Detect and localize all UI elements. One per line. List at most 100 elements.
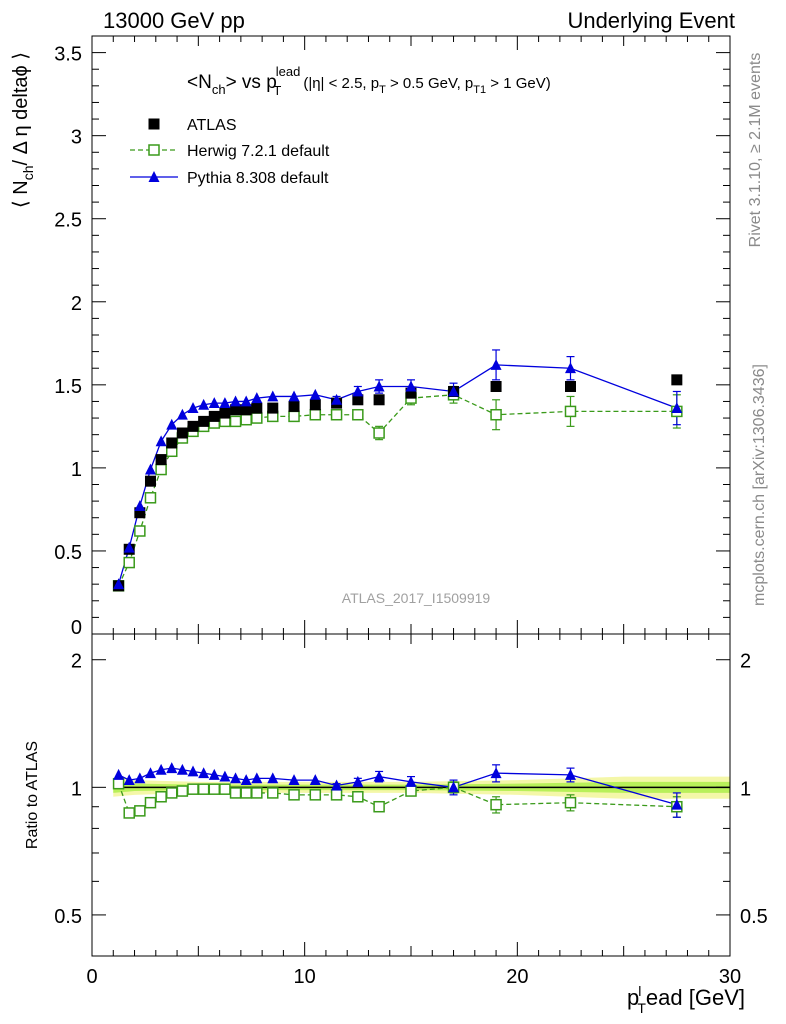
atlas-point <box>134 507 146 519</box>
herwig-ratio-point <box>123 807 135 819</box>
pythia-point <box>144 463 156 475</box>
pythia-point <box>565 362 576 374</box>
pythia-ratio-point <box>123 774 135 786</box>
atlas-point <box>352 394 364 406</box>
pythia-ratio-point <box>240 774 252 786</box>
pythia-point <box>352 385 364 397</box>
pythia-ratio-point <box>155 763 167 775</box>
atlas-point <box>166 437 178 449</box>
pythia-point <box>198 398 210 410</box>
atlas-point <box>251 402 263 414</box>
herwig-ratio-point <box>134 805 146 817</box>
pythia-ratio-point <box>309 774 321 786</box>
atlas-point <box>230 404 242 416</box>
rivet-version-label: Rivet 3.1.10, ≥ 2.1M events <box>747 53 764 248</box>
ratio-plot-panel: 0 10 20 300.5 0.51 12 2 <box>54 36 768 988</box>
pythia-point <box>671 402 683 414</box>
herwig-point <box>330 408 343 421</box>
herwig-ratio-point <box>176 785 189 797</box>
pythia-ratio-point <box>230 772 242 784</box>
pythia-point <box>134 500 146 512</box>
ratio-y-tick-label-right: 1 <box>740 778 751 800</box>
atlas-point <box>155 454 167 466</box>
main-y-tick-label: 1.5 <box>54 376 82 398</box>
pythia-point <box>187 402 199 414</box>
pythia-point <box>288 390 300 402</box>
herwig-ratio-point <box>405 785 417 797</box>
herwig-ratio-point <box>288 789 300 801</box>
atlas-point <box>288 400 300 412</box>
main-y-tick-label: 0.5 <box>54 542 82 564</box>
herwig-ratio-point <box>229 787 242 799</box>
atlas-point <box>490 380 502 392</box>
herwig-point <box>288 410 300 423</box>
ratio-y-axis-label: Ratio to ATLAS <box>24 741 41 849</box>
legend-label: Herwig 7.2.1 default <box>187 143 330 160</box>
legend-label: Pythia 8.308 default <box>187 170 329 187</box>
herwig-point <box>490 408 502 421</box>
pythia-point <box>123 541 135 553</box>
x-tick-label: 20 <box>506 966 528 988</box>
herwig-ratio-point <box>197 783 210 795</box>
ratio-y-tick-label-right: 2 <box>740 651 751 673</box>
pythia-ratio-point <box>166 762 178 774</box>
herwig-point <box>564 405 577 418</box>
ratio-y-tick-label: 0.5 <box>54 906 82 928</box>
pythia-ratio-point <box>219 770 231 782</box>
herwig-ratio-point <box>309 789 322 801</box>
herwig-point <box>144 492 157 504</box>
pythia-point <box>267 390 279 402</box>
ratio-y-tick-label: 1 <box>71 778 82 800</box>
herwig-ratio-point <box>490 798 502 811</box>
herwig-ratio-point <box>240 787 252 799</box>
pythia-ratio-point <box>144 767 156 779</box>
main-y-tick-label: 3 <box>71 127 82 149</box>
pythia-point <box>373 380 385 392</box>
herwig-ratio-point <box>373 800 385 813</box>
atlas-point <box>309 399 321 411</box>
herwig-ratio-point <box>166 787 178 799</box>
herwig-point <box>251 412 263 424</box>
x-tick-label: 30 <box>719 966 741 988</box>
pythia-point <box>219 397 231 409</box>
herwig-point <box>309 408 322 421</box>
main-plot-panel: 0 0.5 1 1.5 2 2.5 3 3.5 <box>54 35 731 639</box>
pythia-ratio-point <box>671 798 683 810</box>
legend-herwig-marker <box>148 144 160 156</box>
pythia-ratio-point <box>113 768 125 780</box>
herwig-ratio-point <box>219 783 231 795</box>
pythia-ratio-point <box>331 779 343 791</box>
legend-pythia-marker <box>148 171 160 182</box>
pythia-point <box>405 380 417 392</box>
mcplots-source-label: mcplots.cern.ch [arXiv:1306.3436] <box>751 364 768 606</box>
pythia-ratio-point <box>352 775 364 787</box>
herwig-ratio-point <box>564 796 577 809</box>
herwig-ratio-point <box>208 783 221 795</box>
main-y-tick-label: 2 <box>71 293 82 315</box>
herwig-point <box>240 413 252 426</box>
legend: ATLAS Herwig 7.2.1 default Pythia 8.308 de… <box>130 117 330 187</box>
atlas-point <box>373 394 385 406</box>
x-tick-label: 0 <box>86 966 97 988</box>
pythia-ratio-point <box>490 767 502 779</box>
x-tick-label: 10 <box>294 966 316 988</box>
pythia-ratio-point <box>251 772 263 784</box>
pythia-ratio-point <box>176 763 188 775</box>
main-y-tick-label: 0 <box>71 617 82 639</box>
pythia-ratio-point <box>187 765 199 777</box>
herwig-ratio-point <box>251 787 263 799</box>
pythia-point <box>448 385 460 397</box>
atlas-point <box>144 475 156 487</box>
atlas-point <box>176 427 188 439</box>
herwig-ratio-point <box>187 783 199 795</box>
atlas-point <box>267 402 279 414</box>
herwig-ratio-point <box>144 796 157 809</box>
herwig-point <box>373 427 385 439</box>
pythia-ratio-point <box>208 768 220 780</box>
legend-atlas-marker <box>148 118 160 130</box>
pythia-ratio-point <box>267 772 279 784</box>
atlas-point <box>198 415 210 427</box>
herwig-point <box>229 415 242 428</box>
herwig-ratio-point <box>267 787 279 799</box>
pythia-point <box>208 397 220 409</box>
